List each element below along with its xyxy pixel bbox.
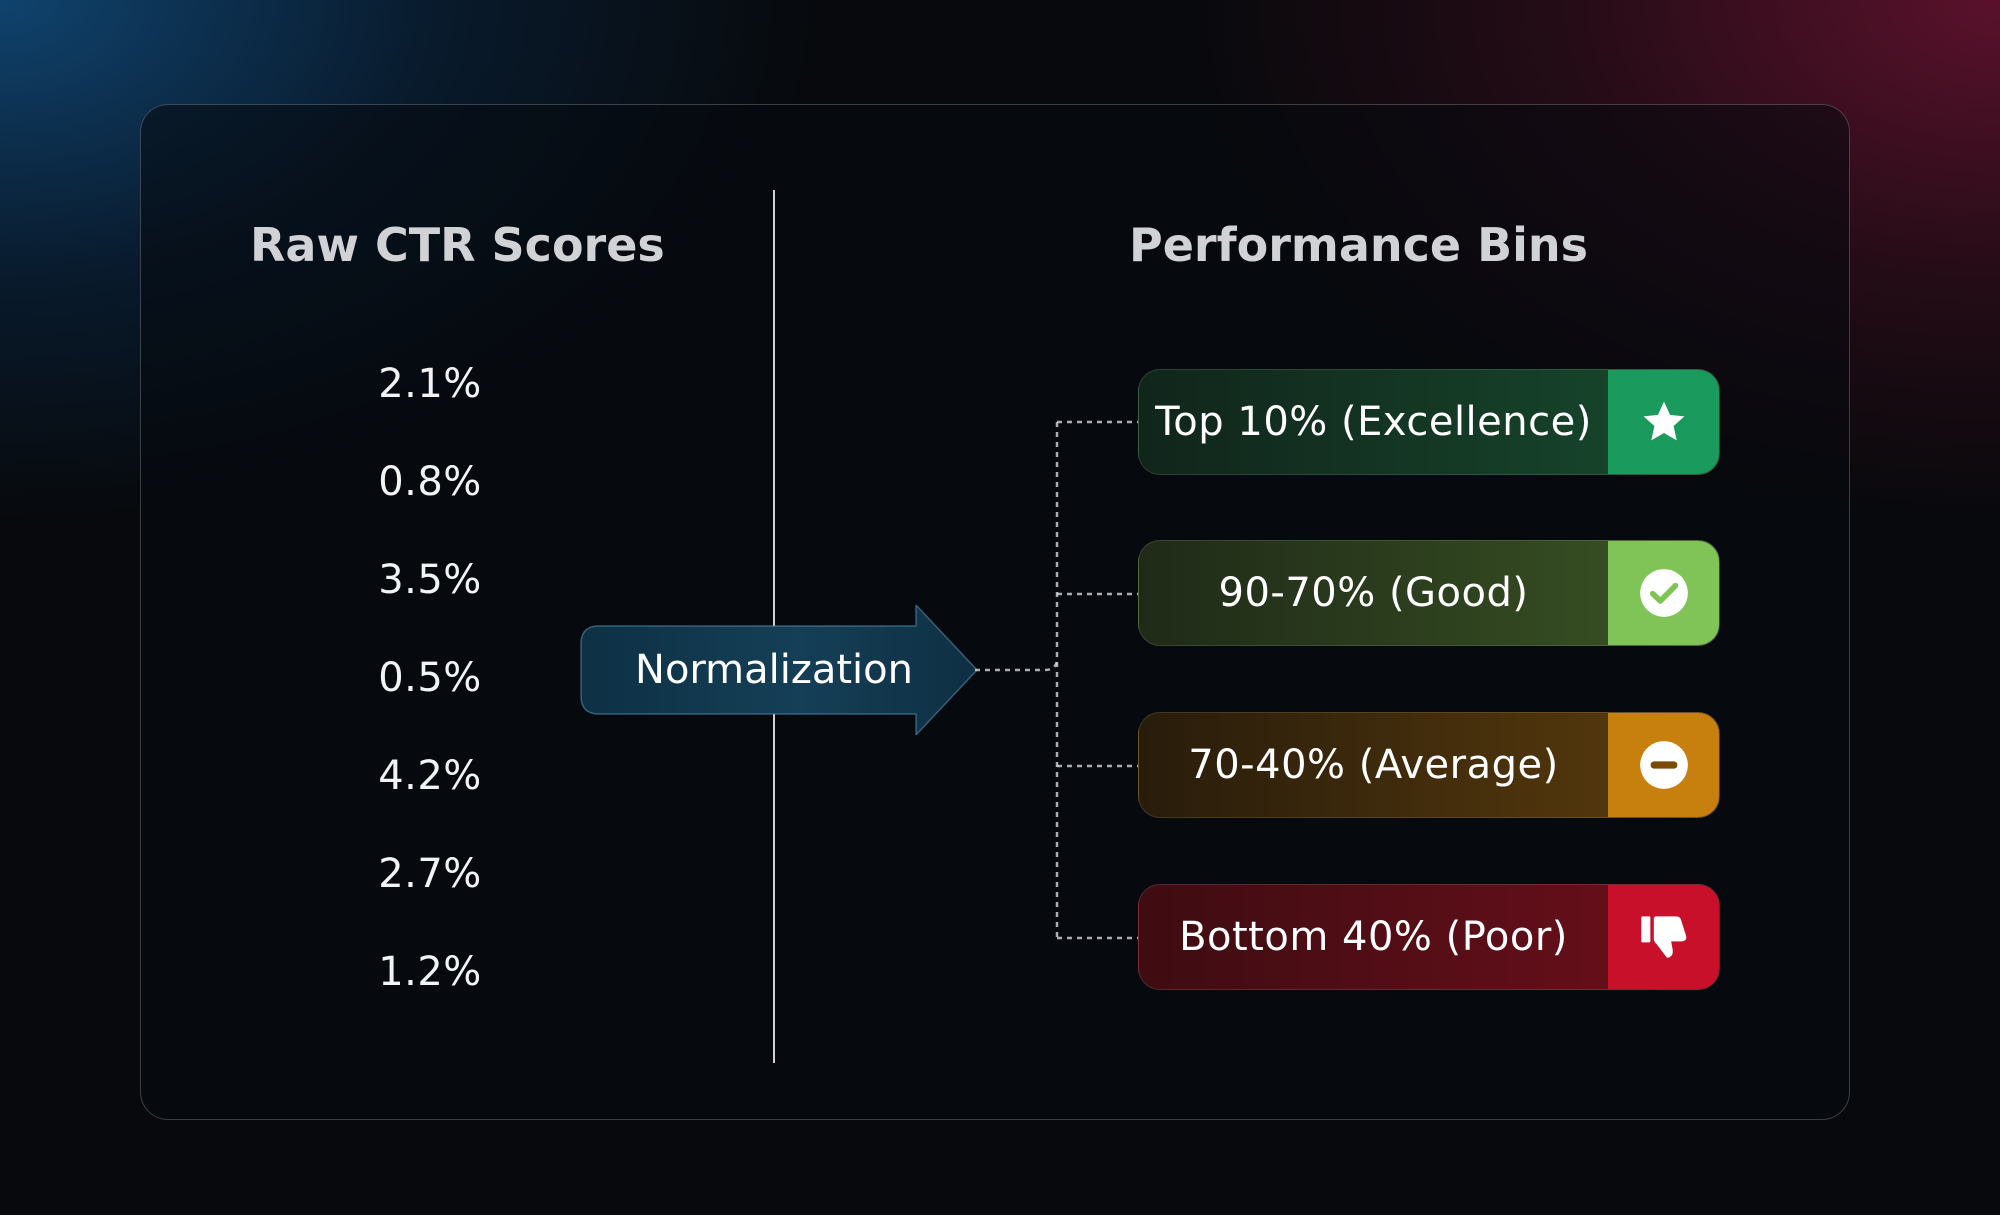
score-item: 1.2% <box>378 949 482 995</box>
normalization-arrow <box>580 605 978 735</box>
bin-average: 70-40% (Average) <box>1138 712 1720 818</box>
score-item: 0.5% <box>378 655 482 701</box>
bin-label: 90-70% (Good) <box>1218 570 1529 616</box>
bin-top-excellence: Top 10% (Excellence) <box>1138 369 1720 475</box>
star-icon <box>1608 370 1719 474</box>
check-circle-icon <box>1608 541 1719 645</box>
score-item: 4.2% <box>378 753 482 799</box>
bin-connectors <box>975 420 1138 940</box>
normalization-label: Normalization <box>635 647 913 693</box>
score-item: 3.5% <box>378 557 482 603</box>
minus-circle-icon <box>1608 713 1719 817</box>
bin-label: Top 10% (Excellence) <box>1155 399 1592 445</box>
bin-label: 70-40% (Average) <box>1188 742 1559 788</box>
bin-label: Bottom 40% (Poor) <box>1179 914 1568 960</box>
score-item: 2.1% <box>378 361 482 407</box>
performance-bins-heading: Performance Bins <box>1129 218 1589 272</box>
score-item: 0.8% <box>378 459 482 505</box>
raw-ctr-heading: Raw CTR Scores <box>250 218 665 272</box>
score-item: 2.7% <box>378 851 482 897</box>
raw-scores-list: 2.1% 0.8% 3.5% 0.5% 4.2% 2.7% 1.2% <box>300 356 560 1042</box>
bin-bottom-poor: Bottom 40% (Poor) <box>1138 884 1720 990</box>
bin-good: 90-70% (Good) <box>1138 540 1720 646</box>
thumbs-down-icon <box>1608 885 1719 989</box>
